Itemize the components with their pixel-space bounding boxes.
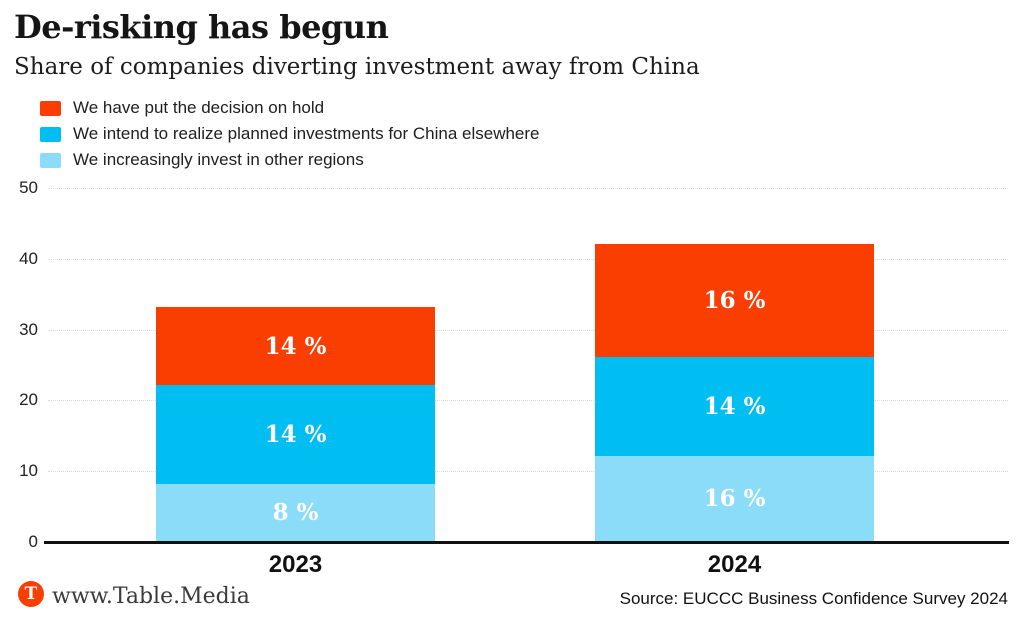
gridline xyxy=(48,258,1008,260)
gridline xyxy=(48,400,1008,402)
bar-segment: 8 % xyxy=(156,484,435,541)
bar-value-label: 16 % xyxy=(703,485,766,512)
y-tick-label: 40 xyxy=(19,248,38,268)
legend-item-realize-elsewhere: We intend to realize planned investments… xyxy=(40,121,540,147)
x-axis-line xyxy=(44,541,1009,544)
source-note: Source: EUCCC Business Confidence Survey… xyxy=(619,589,1008,608)
legend-label: We intend to realize planned investments… xyxy=(73,124,540,143)
bar-segment: 16 % xyxy=(595,243,874,357)
legend-swatch-icon xyxy=(40,100,61,116)
legend: We have put the decision on hold We inten… xyxy=(40,95,540,173)
gridline xyxy=(48,471,1008,473)
y-tick-label: 0 xyxy=(28,532,38,551)
table-media-logo-icon: T xyxy=(18,581,44,607)
legend-label: We have put the decision on hold xyxy=(73,98,325,117)
gridline xyxy=(48,329,1008,331)
chart-subtitle: Share of companies diverting investment … xyxy=(14,54,700,80)
y-tick-label: 10 xyxy=(19,461,38,481)
bar-segment: 14 % xyxy=(595,356,874,457)
bar-value-label: 16 % xyxy=(703,286,766,314)
website-link[interactable]: www.Table.Media xyxy=(52,584,250,609)
chart-title: De-risking has begun xyxy=(14,8,389,46)
y-tick-label: 50 xyxy=(19,178,38,197)
bar-value-label: 8 % xyxy=(272,499,319,527)
bar-value-label: 14 % xyxy=(703,392,766,420)
bar-segment: 16 % xyxy=(595,456,874,541)
legend-swatch-icon xyxy=(40,126,61,142)
y-tick-label: 20 xyxy=(19,390,38,410)
bar-value-label: 14 % xyxy=(264,332,327,360)
bar-segment: 14 % xyxy=(156,307,435,386)
bar-segment: 14 % xyxy=(156,385,435,485)
legend-label: We increasingly invest in other regions xyxy=(73,150,364,169)
y-tick-label: 30 xyxy=(19,319,38,339)
x-category-label: 2023 xyxy=(268,551,323,578)
logo-letter: T xyxy=(24,583,38,604)
legend-item-invest-other-regions: We increasingly invest in other regions xyxy=(40,147,540,173)
legend-swatch-icon xyxy=(40,152,61,168)
gridline xyxy=(48,188,1008,189)
bar-value-label: 14 % xyxy=(264,421,327,449)
legend-item-on-hold: We have put the decision on hold xyxy=(40,95,540,121)
x-category-label: 2024 xyxy=(707,551,762,578)
